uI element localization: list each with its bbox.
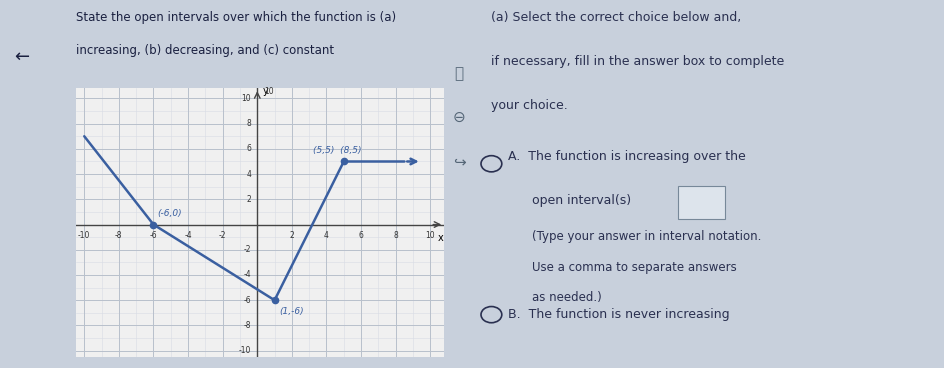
Text: increasing, (b) decreasing, and (c) constant: increasing, (b) decreasing, and (c) cons… <box>76 44 333 57</box>
Text: y: y <box>262 86 268 96</box>
FancyBboxPatch shape <box>677 186 725 219</box>
Text: (a) Select the correct choice below and,: (a) Select the correct choice below and, <box>491 11 741 24</box>
Text: 2: 2 <box>289 231 294 240</box>
Text: ↪: ↪ <box>452 155 465 169</box>
Text: -4: -4 <box>184 231 192 240</box>
Text: open interval(s): open interval(s) <box>531 194 630 207</box>
Text: 8: 8 <box>393 231 397 240</box>
Text: 4: 4 <box>324 231 329 240</box>
Text: -10: -10 <box>78 231 91 240</box>
Text: -8: -8 <box>115 231 123 240</box>
Text: ←: ← <box>14 48 29 66</box>
Text: if necessary, fill in the answer box to complete: if necessary, fill in the answer box to … <box>491 55 784 68</box>
Text: -10: -10 <box>239 346 251 355</box>
Text: -6: -6 <box>244 296 251 305</box>
Text: B.  The function is never increasing: B. The function is never increasing <box>508 308 729 321</box>
Text: A.  The function is increasing over the: A. The function is increasing over the <box>508 150 745 163</box>
Text: Use a comma to separate answers: Use a comma to separate answers <box>531 261 735 274</box>
Text: (1,-6): (1,-6) <box>279 307 304 315</box>
Text: 8: 8 <box>246 119 251 128</box>
Text: -4: -4 <box>244 270 251 279</box>
Text: -2: -2 <box>219 231 227 240</box>
Text: 6: 6 <box>246 144 251 153</box>
Text: 6: 6 <box>359 231 363 240</box>
Text: your choice.: your choice. <box>491 99 567 112</box>
Text: (Type your answer in interval notation.: (Type your answer in interval notation. <box>531 230 760 243</box>
Text: -6: -6 <box>149 231 157 240</box>
Text: 10: 10 <box>425 231 434 240</box>
Text: -2: -2 <box>244 245 251 254</box>
Text: (-6,0): (-6,0) <box>157 209 181 218</box>
Text: -8: -8 <box>244 321 251 330</box>
Text: as needed.): as needed.) <box>531 291 600 304</box>
Text: (5,5)  (8,5): (5,5) (8,5) <box>312 146 361 155</box>
Text: 2: 2 <box>246 195 251 204</box>
Text: ⌕: ⌕ <box>454 66 464 81</box>
Text: 4: 4 <box>246 170 251 178</box>
Text: x: x <box>437 233 443 243</box>
Text: 10: 10 <box>242 94 251 103</box>
Text: State the open intervals over which the function is (a): State the open intervals over which the … <box>76 11 396 24</box>
Text: ⊖: ⊖ <box>452 110 465 125</box>
Text: 10: 10 <box>264 87 274 96</box>
